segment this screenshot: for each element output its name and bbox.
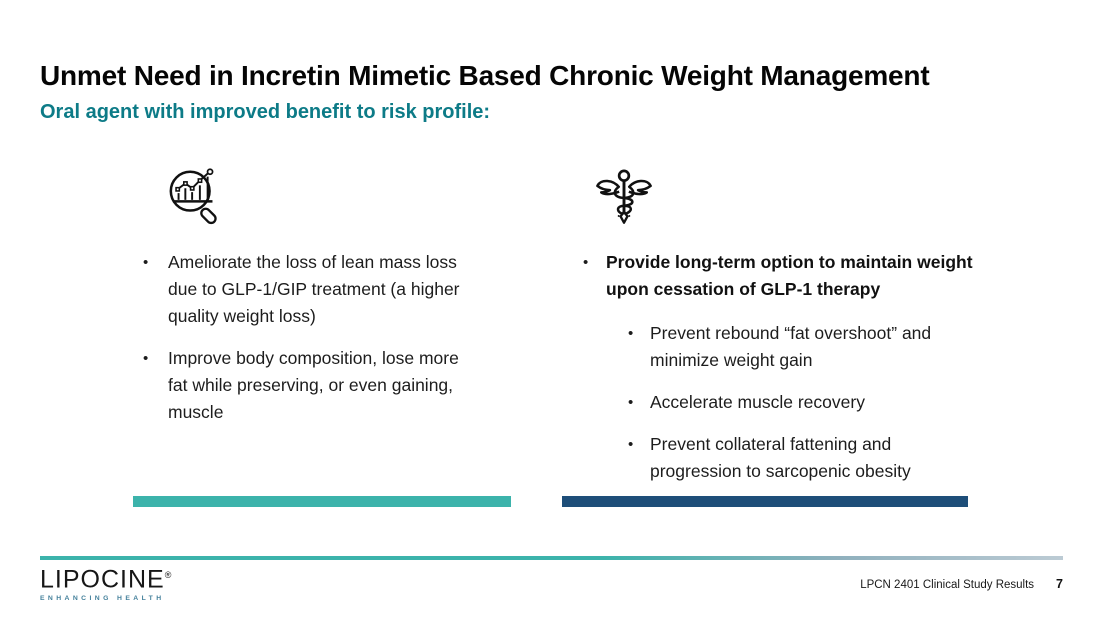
bullet-text: Ameliorate the loss of lean mass loss du…: [168, 252, 460, 326]
logo-tagline: ENHANCING HEALTH: [40, 595, 165, 603]
bullet-marker: •: [143, 350, 149, 367]
page-title: Unmet Need in Incretin Mimetic Based Chr…: [40, 60, 930, 91]
right-bullet-list: • Provide long-term option to maintain w…: [580, 249, 980, 500]
footer-right: LPCN 2401 Clinical Study Results 7: [860, 577, 1063, 591]
list-item: • Prevent rebound “fat overshoot” and mi…: [626, 320, 980, 374]
bullet-marker: •: [628, 325, 634, 342]
list-item-heading: • Provide long-term option to maintain w…: [580, 249, 980, 303]
page-subtitle: Oral agent with improved benefit to risk…: [40, 101, 491, 123]
page-number: 7: [1056, 577, 1063, 591]
right-sub-list: • Prevent rebound “fat overshoot” and mi…: [626, 320, 980, 485]
caduceus-icon: [592, 168, 656, 230]
right-accent-bar: [562, 496, 968, 507]
lipocine-logo: LIPOCINE® ENHANCING HEALTH: [40, 562, 173, 603]
list-item: • Prevent collateral fattening and progr…: [626, 431, 980, 485]
bullet-marker: •: [143, 254, 149, 271]
magnifier-trend-chart-icon: [163, 165, 229, 227]
bullet-text: Improve body composition, lose more fat …: [168, 348, 459, 422]
left-bullet-list: • Ameliorate the loss of lean mass loss …: [140, 249, 485, 441]
list-item: • Ameliorate the loss of lean mass loss …: [140, 249, 485, 330]
bullet-text: Prevent collateral fattening and progres…: [650, 434, 911, 481]
bullet-marker: •: [628, 436, 634, 453]
bullet-marker: •: [583, 254, 589, 271]
logo-wordmark: LIPOCINE®: [40, 565, 173, 594]
footer-divider-line: [40, 556, 1063, 560]
bullet-heading-text: Provide long-term option to maintain wei…: [606, 252, 973, 299]
list-item: • Accelerate muscle recovery: [626, 389, 980, 416]
left-accent-bar: [133, 496, 511, 507]
bullet-marker: •: [628, 394, 634, 411]
list-item: • Improve body composition, lose more fa…: [140, 345, 485, 426]
bullet-text: Accelerate muscle recovery: [650, 392, 865, 412]
registered-mark: ®: [164, 570, 173, 580]
footer-doc-label: LPCN 2401 Clinical Study Results: [860, 579, 1035, 591]
bullet-text: Prevent rebound “fat overshoot” and mini…: [650, 323, 932, 370]
